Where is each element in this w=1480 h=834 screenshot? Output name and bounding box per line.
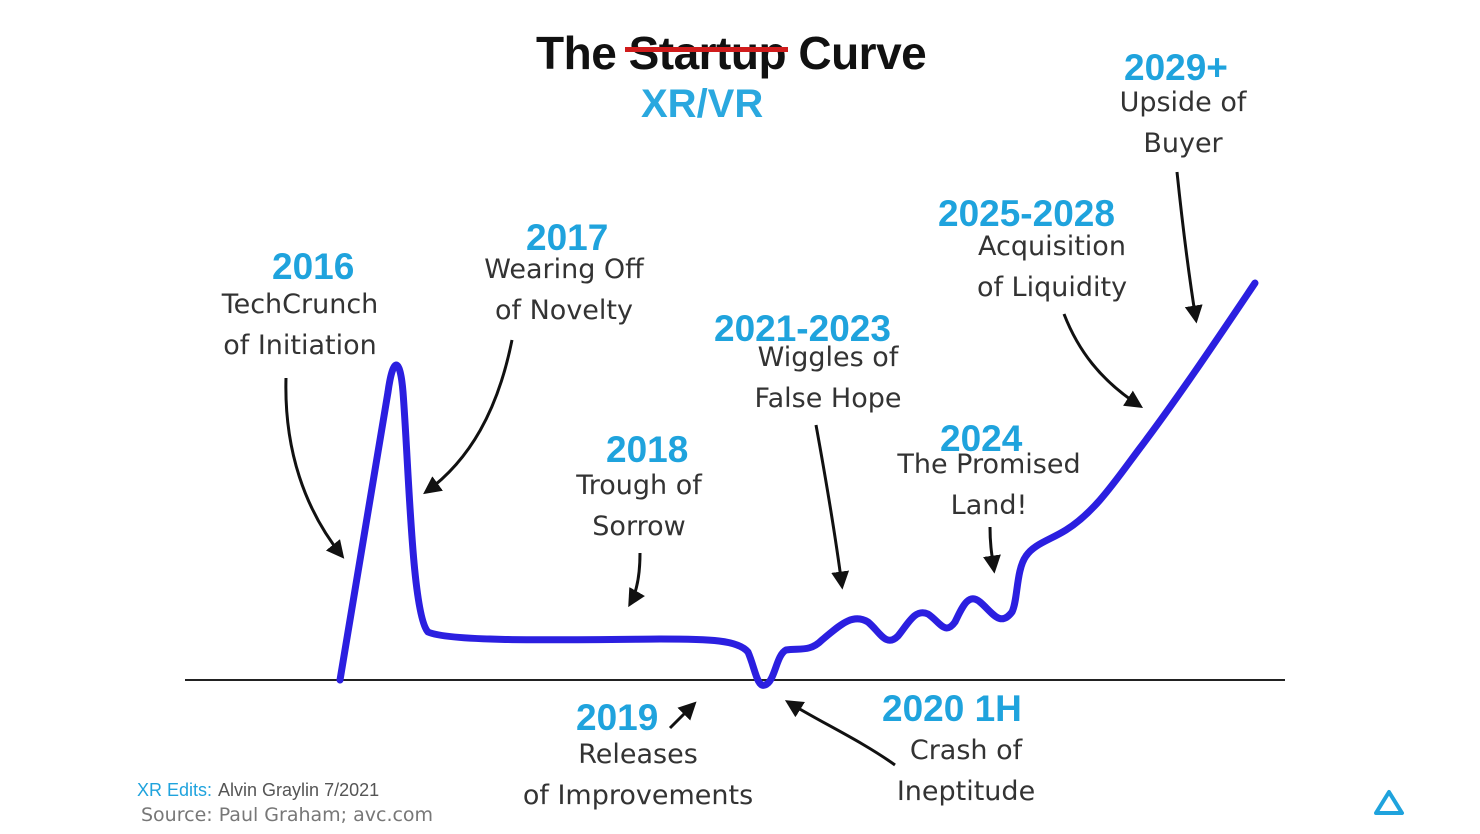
caption-line: Wiggles of	[757, 342, 899, 373]
caption-line: of Liquidity	[976, 272, 1128, 303]
caption-line: The Promised	[897, 449, 1081, 480]
caption-2020: Crash of Ineptitude	[876, 730, 1056, 812]
caption-line: False Hope	[754, 383, 902, 414]
arrow-2021	[814, 424, 850, 590]
year-label-2016: 2016	[272, 246, 355, 287]
title-prefix: The	[536, 27, 617, 79]
caption-line: of Novelty	[495, 295, 633, 326]
hype-curve	[336, 279, 1259, 689]
arrow-2018	[628, 552, 645, 608]
caption-line: Releases	[578, 739, 698, 770]
triangle-logo-icon	[1374, 790, 1404, 815]
caption-2018: Trough of Sorrow	[554, 465, 724, 547]
year-label-2017: 2017	[526, 217, 609, 258]
caption-line: of Improvements	[522, 780, 754, 811]
arrow-2029	[1175, 171, 1203, 324]
caption-2029-plus: Upside of Buyer	[1108, 82, 1258, 164]
year-label-2018: 2018	[606, 429, 689, 470]
caption-line: Land!	[950, 490, 1028, 521]
arrow-2024	[983, 526, 1001, 574]
caption-line: Sorrow	[592, 511, 686, 542]
year-label-2020: 2020 1H	[882, 688, 1022, 729]
caption-line: Acquisition	[978, 231, 1126, 262]
caption-2025-2028: Acquisition of Liquidity	[962, 226, 1142, 308]
edits-credit: XR Edits: Alvin Graylin 7/2021	[137, 780, 379, 801]
caption-2024: The Promised Land!	[884, 444, 1094, 526]
edits-author: Alvin Graylin 7/2021	[218, 780, 380, 800]
caption-2019: Releases of Improvements	[508, 734, 768, 816]
caption-line: Upside of	[1119, 87, 1247, 118]
year-label-2024: 2024	[940, 418, 1023, 459]
arrow-2017	[423, 339, 514, 495]
arrow-2025	[1062, 313, 1144, 408]
year-label-2019: 2019	[576, 697, 659, 738]
source-credit: Source: Paul Graham; avc.com	[141, 804, 434, 826]
caption-line: TechCrunch	[221, 289, 379, 320]
arrow-2016	[284, 377, 345, 559]
caption-line: Ineptitude	[896, 776, 1036, 807]
caption-line: Buyer	[1143, 128, 1223, 159]
caption-line: Crash of	[909, 735, 1023, 766]
caption-line: of Initiation	[223, 330, 377, 361]
caption-2021-2023: Wiggles of False Hope	[738, 337, 918, 419]
edits-label: XR Edits:	[137, 780, 213, 800]
diagram-title: The Startup Curve	[536, 26, 927, 80]
title-struck-word: Startup	[628, 27, 787, 79]
arrow-2020	[784, 700, 896, 767]
year-label-2025-2028: 2025-2028	[938, 193, 1115, 234]
title-suffix: Curve	[798, 27, 927, 79]
year-label-2021-2023: 2021-2023	[714, 308, 891, 349]
caption-2017: Wearing Off of Novelty	[464, 249, 664, 331]
arrow-2019	[668, 701, 697, 730]
caption-line: Wearing Off	[484, 254, 644, 285]
title-replacement: XR/VR	[641, 82, 764, 126]
caption-2016: TechCrunch of Initiation	[210, 284, 390, 366]
year-label-2029-plus: 2029+	[1124, 47, 1228, 88]
caption-line: Trough of	[576, 470, 702, 501]
